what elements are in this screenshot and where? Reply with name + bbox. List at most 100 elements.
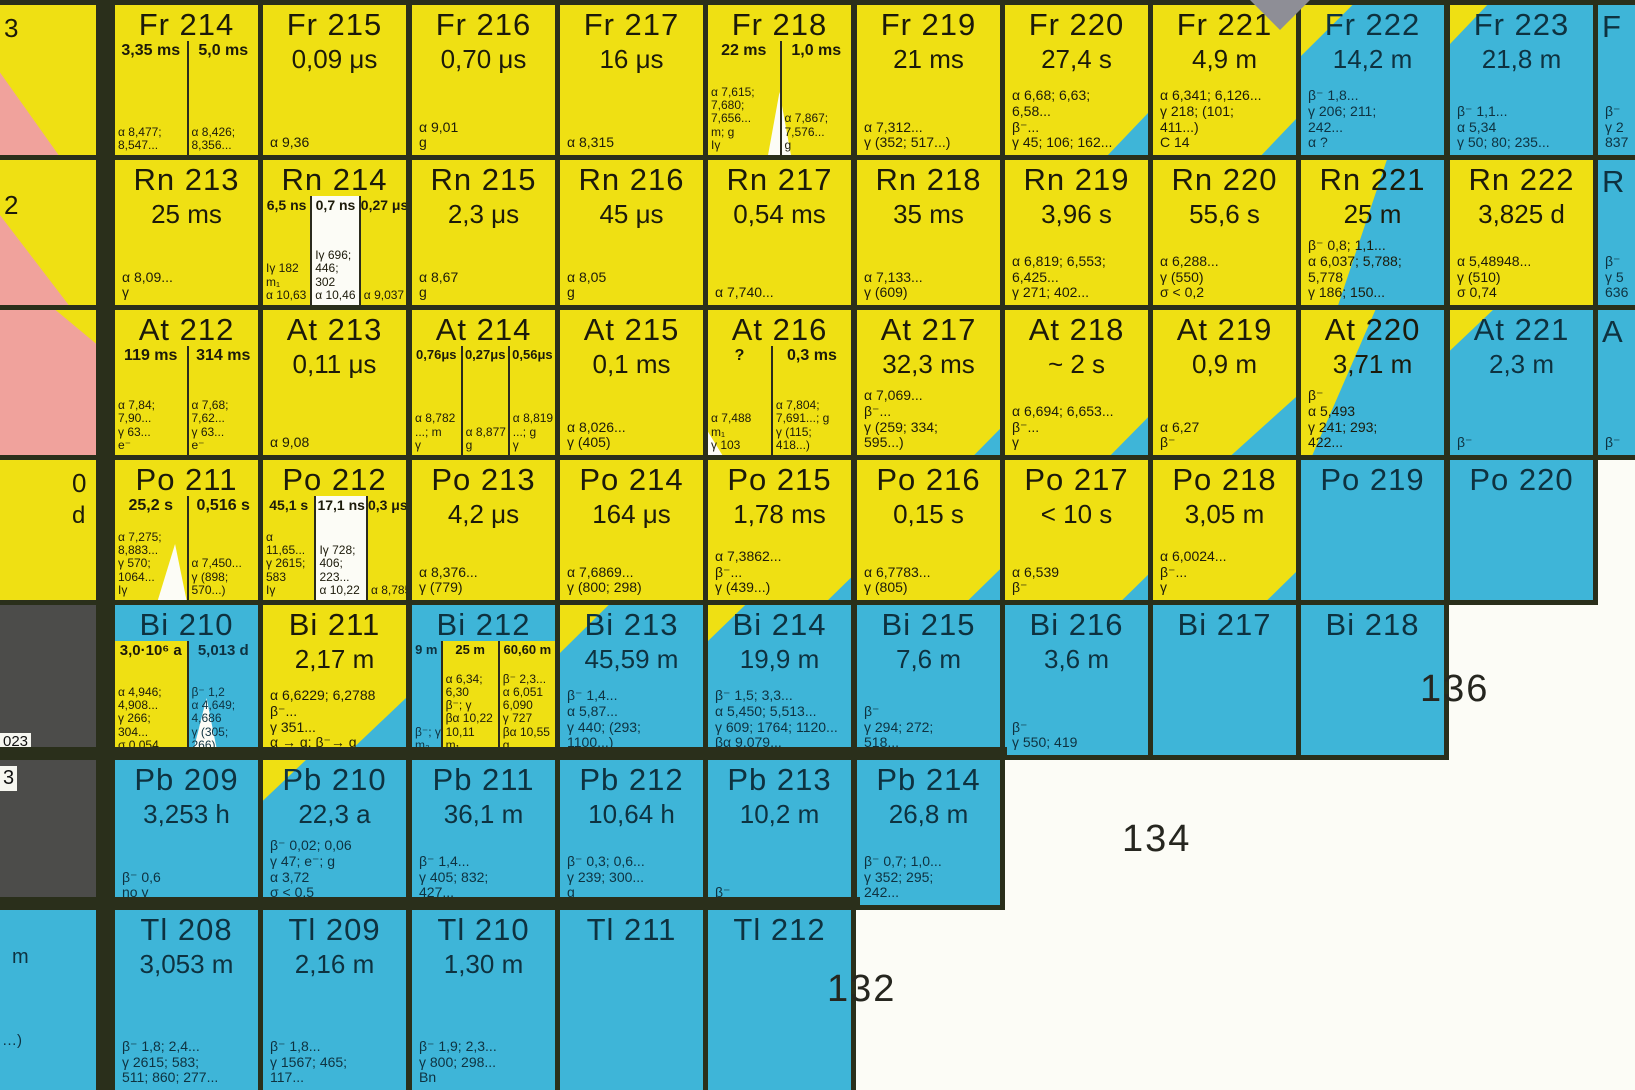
half-life-value: 55,6 s: [1189, 199, 1260, 229]
decay-data-lines: α 7,740...: [715, 284, 774, 301]
decay-data-lines: α 9,037: [363, 287, 405, 302]
left-edge-partial-cell: m …): [0, 905, 106, 1090]
nuclide-id-fragment: A: [1602, 314, 1623, 349]
decay-data-lines: β⁻ 1,8... γ 206; 211; 242... α ?: [1308, 87, 1377, 151]
nuclide-id-label: Fr 214: [138, 7, 235, 42]
nuclide-cell-bi-211: Bi 211 2,17 m α 6,6229; 6,2788 β⁻... γ 351…: [258, 600, 411, 760]
nuclide-cell-pb-213: Pb 213 10,2 m β⁻: [703, 755, 856, 910]
half-life-value: 19,9 m: [739, 644, 820, 674]
nuclide-id-label: Po 220: [1469, 462, 1574, 497]
nuclide-id-label: Pb 209: [134, 762, 239, 797]
half-life-value: 14,2 m: [1332, 44, 1413, 74]
decay-color-wedge-pink: [0, 215, 69, 305]
decay-data-lines: α 6,34; 6,30 β⁻; γ βα 10,22 10,11 m₁: [445, 671, 493, 752]
nuclide-id-label: Po 215: [727, 462, 832, 497]
nuclide-cell-po-220: Po 220: [1445, 455, 1598, 605]
nuclide-id-label: Bi 213: [584, 607, 679, 642]
half-life-value: 0,9 m: [1191, 349, 1258, 379]
half-life-value: 1,30 m: [443, 949, 524, 979]
nuclide-id-label: Bi 218: [1325, 607, 1420, 642]
isomer-half-life: ?: [734, 347, 745, 364]
nuclide-id-label: Rn 216: [578, 162, 685, 197]
isomer-half-life: 0,27μs: [464, 347, 506, 362]
decay-color-wedge-yellow: [55, 310, 101, 348]
nuclide-cell-at-220: At 220 3,71 m β⁻ α 5,493 γ 241; 293; 422..…: [1296, 305, 1449, 460]
nuclide-id-label: Rn 218: [875, 162, 982, 197]
decay-data-lines: α 8,819 ...; g γ: [512, 411, 554, 452]
nuclide-id-label: At 212: [138, 312, 235, 347]
isomer-half-life: 0,516 s: [196, 497, 250, 514]
nuclide-cell-at-212: At 212 119 ms α 7,84; 7,90... γ 63... e⁻ 31…: [110, 305, 263, 460]
decay-data-lines: α 7,488 m₁ γ 103: [711, 411, 752, 452]
nuclide-id-label: Bi 212: [436, 607, 531, 642]
isomer-column: 0,516 s α 7,450... γ (898; 570...): [186, 496, 259, 600]
decay-data-lines: α 8,376... γ (779): [419, 563, 478, 596]
nuclide-id-label: At 220: [1324, 312, 1421, 347]
isomer-half-life: 0,3 ms: [787, 347, 837, 364]
decay-data-lines: β⁻ γ 294; 272; 518...: [864, 702, 934, 751]
isomer-half-life: 9 m: [415, 642, 438, 657]
isomer-columns: 119 ms α 7,84; 7,90... γ 63... e⁻ 314 ms α …: [115, 346, 258, 455]
nuclide-id-label: Rn 221: [1319, 162, 1426, 197]
isomer-columns: ? α 7,488 m₁ γ 103 0,3 ms α 7,804; 7,691...…: [708, 346, 851, 455]
nuclide-id-label: Po 219: [1320, 462, 1425, 497]
text-fragment: 0: [72, 468, 87, 498]
nuclide-id-label: Bi 210: [139, 607, 234, 642]
nuclide-id-label: Po 218: [1172, 462, 1277, 497]
text-fragment: 3: [0, 766, 18, 791]
nuclide-id-label: Tl 209: [288, 912, 381, 947]
decay-data-lines: α 7,450... γ (898; 570...): [191, 556, 242, 597]
nuclide-cell-tl-212: Tl 212: [703, 905, 856, 1090]
decay-data-lines: α 9,36: [270, 134, 310, 151]
magic-line-n126: [96, 0, 112, 1090]
isomer-column: 60,60 m β⁻ 2,3... α 6,051 6,090 γ 727 βα …: [497, 641, 555, 755]
nuclide-id-label: Fr 218: [731, 7, 828, 42]
isomer-half-life: 6,5 ns: [266, 197, 307, 213]
decay-data-lines: α 9,08: [270, 434, 310, 451]
nuclide-cell-rn-214: Rn 214 6,5 ns Iγ 182 m₁ α 10,63 0,7 ns Iγ 69…: [258, 155, 411, 310]
isomer-column: 314 ms α 7,68; 7,62... γ 63... e⁻: [186, 346, 259, 455]
decay-data-lines: β⁻ 0,7; 1,0... γ 352; 295; 242...: [864, 852, 942, 901]
decay-data-lines: Iγ 728; 406; 223... α 10,22: [319, 543, 360, 597]
decay-data-lines: α 7,615; 7,680; 7,656... m; g Iγ: [711, 85, 755, 152]
isomer-half-life: 60,60 m: [503, 642, 552, 657]
nuclide-cell-at-216: At 216? α 7,488 m₁ γ 103 0,3 ms α 7,804; 7,…: [703, 305, 856, 460]
nuclide-cell-fr-218: Fr 218 22 ms α 7,615; 7,680; 7,656... m; g…: [703, 0, 856, 160]
decay-data-lines: β⁻: [1605, 434, 1621, 451]
nuclide-id-label: Rn 214: [281, 162, 388, 197]
isomer-half-life: 119 ms: [124, 347, 178, 364]
decay-data-lines: β⁻ 0,8; 1,1... α 6,037; 5,788; 5,778 γ 1…: [1308, 237, 1402, 301]
nuclide-cell-rn-218: Rn 218 35 ms α 7,133... γ (609): [852, 155, 1005, 310]
decay-data-lines: α 6,288... γ (550) σ < 0,2: [1160, 252, 1219, 301]
decay-data-lines: α 6,694; 6,653... β⁻... γ: [1012, 402, 1114, 451]
decay-data-lines: α 11,65... γ 2615; 583 Iγ: [266, 530, 306, 597]
isomer-columns: 0,76μs α 8,782 ...; m γ 0,27μs α 8,877 g 0,5…: [412, 346, 555, 455]
nuclide-id-label: Rn 217: [726, 162, 833, 197]
isomer-column: 5,013 d β⁻ 1,2 α 4,649; 4,686 γ (305; 266…: [186, 641, 259, 755]
decay-data-lines: α 7,3862... β⁻... γ (439...): [715, 547, 782, 596]
half-life-value: 2,16 m: [294, 949, 375, 979]
nuclide-cell-at-221: At 221 2,3 m β⁻: [1445, 305, 1598, 460]
nuclide-id-label: Bi 216: [1029, 607, 1124, 642]
nuclide-id-label: At 215: [583, 312, 680, 347]
isomer-half-life: 0,3 μs: [367, 497, 408, 513]
decay-data-lines: Iγ 696; 446; 302 α 10,46: [315, 248, 356, 302]
nuclide-cell-po-211: Po 211 25,2 s α 7,275; 8,883... γ 570; 106…: [110, 455, 263, 605]
nuclide-id-label: Rn 215: [430, 162, 537, 197]
decay-data-lines: α 8,426; 8,356...: [191, 124, 236, 152]
isomer-column: ? α 7,488 m₁ γ 103: [708, 346, 771, 455]
text-fragment: 2: [4, 190, 19, 220]
nuclide-id-label: At 219: [1176, 312, 1273, 347]
decay-data-lines: α 7,68; 7,62... γ 63... e⁻: [191, 398, 229, 452]
half-life-value: 27,4 s: [1041, 44, 1112, 74]
nuclide-id-label: Tl 208: [140, 912, 233, 947]
decay-data-lines: α 7,6869... γ (800; 298): [567, 563, 642, 596]
nuclide-cell-tl-208: Tl 208 3,053 m β⁻ 1,8; 2,4... γ 2615; 583;…: [110, 905, 263, 1090]
half-life-value: 25 m: [1343, 199, 1402, 229]
decay-data-lines: β⁻ 1,8... γ 1567; 465; 117...: [270, 1037, 348, 1086]
isomer-columns: 22 ms α 7,615; 7,680; 7,656... m; g Iγ 1,0…: [708, 41, 851, 155]
decay-data-lines: β⁻ 1,4... α 5,87... γ 440; (293; 1100...…: [567, 687, 641, 751]
half-life-value: 16 μs: [599, 44, 664, 74]
isomer-column: 25,2 s α 7,275; 8,883... γ 570; 1064... I…: [115, 496, 187, 600]
